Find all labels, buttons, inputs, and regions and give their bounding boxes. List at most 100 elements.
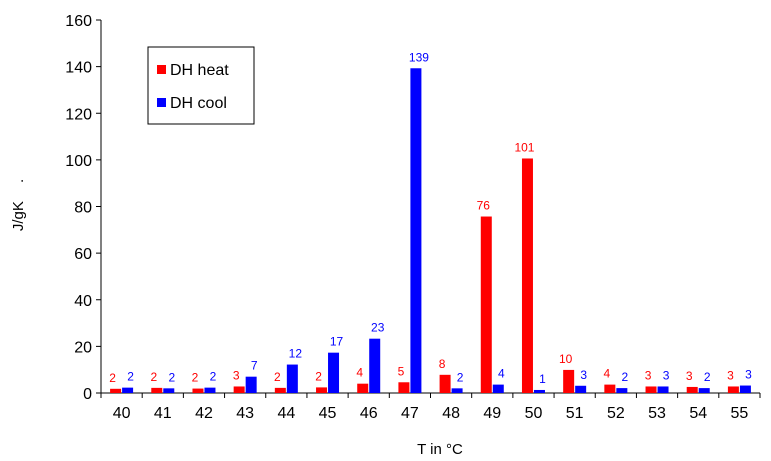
x-tick-label: 48 — [442, 405, 460, 422]
bar-dh-heat-51 — [563, 369, 575, 393]
data-label: 2 — [210, 370, 217, 384]
x-tick-label: 51 — [566, 405, 584, 422]
bar-dh-heat-42 — [192, 388, 204, 393]
data-label: 3 — [727, 368, 734, 382]
bar-dh-heat-47 — [398, 382, 410, 393]
bar-dh-cool-55 — [739, 385, 751, 393]
bar-dh-cool-54 — [698, 388, 710, 393]
data-label: 2 — [457, 370, 464, 384]
bar-dh-cool-44 — [286, 364, 298, 393]
bar-dh-heat-43 — [233, 386, 245, 393]
bar-dh-heat-46 — [357, 383, 369, 393]
bar-dh-heat-40 — [110, 388, 122, 393]
y-axis: 0 20 40 60 80 100 120 140 160 — [65, 13, 102, 403]
data-label: 3 — [233, 368, 240, 382]
x-tick-label: 44 — [277, 405, 295, 422]
x-tick-label: 40 — [113, 405, 131, 422]
bar-dh-cool-50 — [533, 389, 545, 393]
y-tick-label: 60 — [74, 246, 92, 263]
bar-dh-cool-48 — [451, 388, 463, 393]
data-label: 3 — [686, 369, 693, 383]
bar-dh-heat-52 — [604, 384, 616, 393]
y-axis-title-group: J/gK . — [10, 179, 27, 231]
data-label: 101 — [514, 140, 534, 154]
bar-dh-cool-46 — [369, 338, 381, 393]
data-label: 1 — [539, 372, 546, 386]
data-label: 2 — [622, 370, 629, 384]
x-tick-label: 45 — [319, 405, 337, 422]
bar-dh-cool-40 — [122, 387, 134, 393]
data-label: 3 — [663, 368, 670, 382]
bar-dh-cool-49 — [492, 384, 504, 393]
legend-box — [147, 46, 255, 125]
bar-dh-cool-42 — [204, 387, 216, 393]
data-label: 17 — [330, 335, 344, 349]
data-label: 5 — [398, 364, 405, 378]
data-label: 4 — [604, 367, 611, 381]
bar-dh-heat-44 — [274, 387, 286, 393]
y-tick-label: 80 — [74, 200, 92, 217]
data-label: 3 — [645, 368, 652, 382]
y-tick-label: 20 — [74, 339, 92, 356]
data-label: 3 — [580, 368, 587, 382]
data-label: 4 — [356, 366, 363, 380]
legend-label-dh-cool: DH cool — [170, 95, 227, 112]
y-axis-title-suffix: . — [10, 179, 27, 183]
bar-dh-heat-54 — [686, 386, 698, 393]
y-axis-title: J/gK . — [10, 179, 27, 231]
bar-dh-heat-50 — [521, 158, 533, 393]
data-label: 12 — [289, 347, 303, 361]
bar-dh-cool-53 — [657, 386, 669, 393]
bar-dh-heat-49 — [480, 216, 492, 393]
data-label: 76 — [477, 199, 491, 213]
x-tick-label: 52 — [607, 405, 625, 422]
y-tick-label: 140 — [65, 60, 92, 77]
x-tick-label: 54 — [689, 405, 707, 422]
x-tick-label: 42 — [195, 405, 213, 422]
bar-dh-heat-45 — [316, 387, 328, 393]
data-label: 2 — [168, 370, 175, 384]
legend: DH heat DH cool — [147, 46, 255, 125]
x-tick-label: 43 — [236, 405, 254, 422]
data-label: 7 — [251, 359, 258, 373]
x-tick-label: 50 — [525, 405, 543, 422]
x-tick-label: 41 — [154, 405, 172, 422]
data-label: 2 — [127, 370, 134, 384]
bar-dh-cool-52 — [616, 388, 628, 393]
legend-swatch-dh-cool — [157, 98, 166, 107]
data-label: 2 — [109, 371, 116, 385]
legend-swatch-dh-heat — [157, 65, 166, 74]
legend-label-dh-heat: DH heat — [170, 62, 229, 79]
bar-dh-heat-55 — [727, 386, 739, 393]
x-axis-title: T in °C — [417, 441, 463, 458]
y-tick-label: 100 — [65, 153, 92, 170]
data-label: 23 — [371, 321, 385, 335]
data-label: 2 — [274, 370, 281, 384]
y-tick-label: 120 — [65, 106, 92, 123]
x-tick-label: 49 — [483, 405, 501, 422]
bar-dh-cool-47 — [410, 68, 422, 394]
bar-dh-cool-51 — [575, 385, 587, 393]
data-label: 8 — [439, 357, 446, 371]
bar-dh-cool-41 — [163, 388, 175, 393]
bars — [110, 68, 751, 394]
x-tick-label: 55 — [731, 405, 749, 422]
bar-dh-cool-45 — [328, 352, 340, 393]
x-tick-label: 46 — [360, 405, 378, 422]
data-label: 2 — [192, 371, 199, 385]
x-axis: 40 41 42 43 44 45 46 47 48 49 50 51 52 53 54 55 — [100, 392, 761, 422]
x-tick-label: 53 — [648, 405, 666, 422]
x-tick-label: 47 — [401, 405, 419, 422]
y-tick-label: 40 — [74, 293, 92, 310]
data-label: 3 — [745, 368, 752, 382]
y-axis-title-text: J/gK — [10, 201, 27, 231]
bar-dh-heat-41 — [151, 387, 163, 393]
data-label: 10 — [559, 352, 573, 366]
bar-dh-cool-43 — [245, 376, 257, 393]
data-label: 2 — [150, 370, 157, 384]
data-label: 4 — [498, 367, 505, 381]
data-label: 2 — [315, 369, 322, 383]
data-label: 139 — [409, 50, 429, 64]
